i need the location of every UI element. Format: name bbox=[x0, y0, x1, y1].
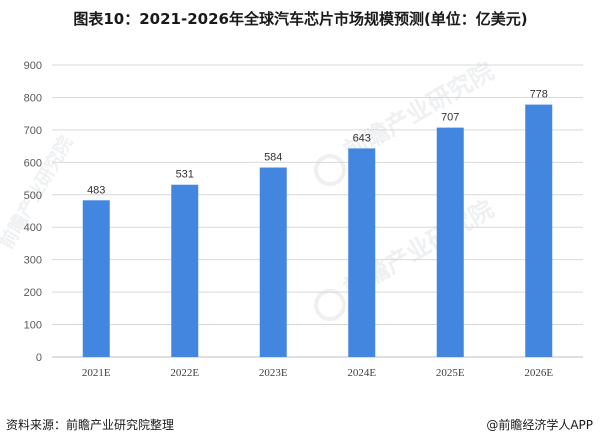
bar bbox=[82, 200, 110, 357]
y-tick-label: 700 bbox=[24, 125, 42, 137]
bar bbox=[348, 148, 376, 357]
y-tick-label: 500 bbox=[24, 190, 42, 202]
data-label: 483 bbox=[87, 184, 105, 196]
watermark-logo bbox=[314, 289, 346, 321]
data-label: 707 bbox=[441, 112, 459, 124]
y-tick-label: 300 bbox=[24, 255, 42, 267]
chart-title: 图表10：2021-2026年全球汽车芯片市场规模预测(单位：亿美元) bbox=[73, 10, 528, 28]
x-tick-label: 2023E bbox=[259, 367, 288, 379]
y-tick-label: 0 bbox=[36, 352, 42, 364]
y-tick-label: 800 bbox=[24, 92, 42, 104]
data-label: 778 bbox=[530, 89, 548, 101]
x-tick-label: 2026E bbox=[524, 367, 553, 379]
y-tick-label: 200 bbox=[24, 287, 42, 299]
data-label: 584 bbox=[264, 152, 282, 164]
y-tick-label: 400 bbox=[24, 222, 42, 234]
x-tick-label: 2025E bbox=[436, 367, 465, 379]
x-tick-label: 2024E bbox=[347, 367, 376, 379]
data-label: 643 bbox=[353, 132, 371, 144]
bar bbox=[259, 167, 287, 357]
bar bbox=[171, 184, 199, 357]
data-label: 531 bbox=[176, 169, 194, 181]
source-note: 资料来源：前瞻产业研究院整理 bbox=[6, 418, 175, 432]
watermark-logo bbox=[314, 154, 346, 186]
bar bbox=[436, 127, 464, 358]
x-tick-label: 2021E bbox=[82, 367, 111, 379]
y-tick-label: 100 bbox=[24, 320, 42, 332]
x-tick-label: 2022E bbox=[170, 367, 199, 379]
y-tick-label: 900 bbox=[24, 60, 42, 72]
footer-brand: @前瞻经济学人APP bbox=[486, 418, 593, 432]
y-tick-label: 600 bbox=[24, 157, 42, 169]
bar bbox=[525, 104, 553, 358]
